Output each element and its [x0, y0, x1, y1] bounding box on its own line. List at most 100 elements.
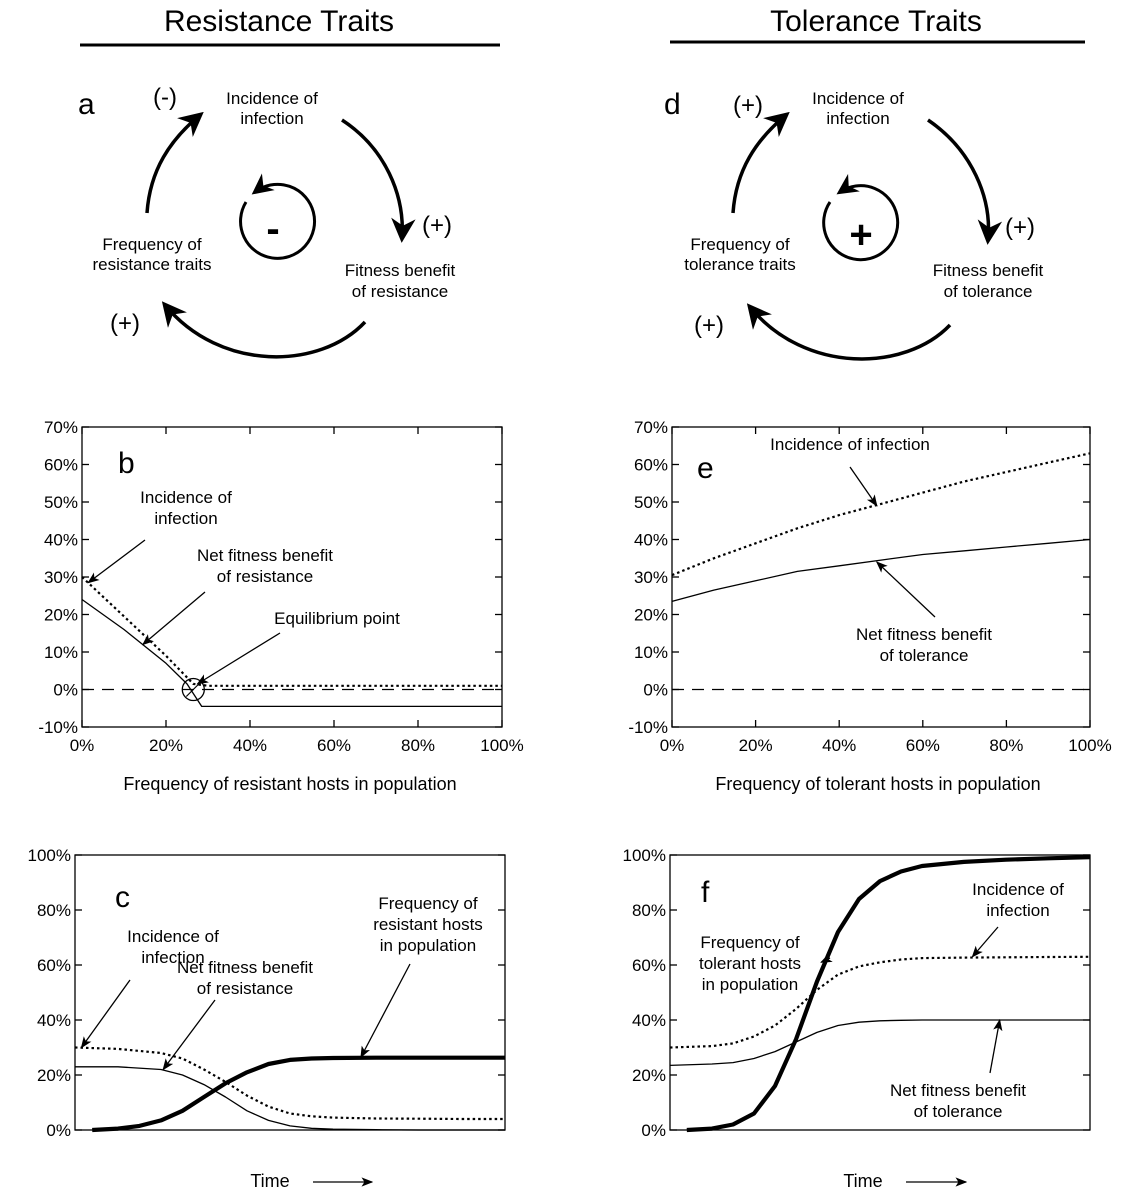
x-tick-label: 20%	[149, 736, 183, 755]
x-axis-label: Time	[250, 1171, 289, 1191]
annotation-text: Incidence of	[127, 927, 219, 946]
header-tolerance: Tolerance Traits	[770, 5, 982, 38]
y-tick-label: 60%	[634, 456, 668, 475]
series-line-solid	[81, 598, 502, 708]
y-tick-label: 0%	[53, 681, 78, 700]
series-line-dotted	[74, 1046, 505, 1121]
annotation-text: Incidence of	[972, 880, 1064, 899]
panel-letter-e: e	[697, 452, 714, 485]
x-axis-label: Time	[843, 1171, 882, 1191]
annotation-text: Net fitness benefit	[177, 958, 313, 977]
loop-a-node-left-line1: Frequency of	[102, 235, 201, 254]
x-tick-label: 20%	[739, 736, 773, 755]
annotation-text: Frequency of	[378, 894, 477, 913]
loop-d-center-sign: +	[849, 213, 872, 257]
annotation-text: tolerant hosts	[699, 954, 801, 973]
annotation-text: in population	[380, 936, 476, 955]
chart-panel-c: 0% 20% 40% 60% 80% 100% c Time Incidence of infec…	[28, 846, 506, 1191]
loop-diagram-d: d (+) Incidence of infection (+) Fitness…	[664, 88, 1044, 361]
y-tick-label: 80%	[37, 901, 71, 920]
loop-d-arrow-left	[746, 303, 952, 361]
annotation-text: Net fitness benefit	[856, 625, 992, 644]
y-tick-label: 60%	[44, 456, 78, 475]
annotation-arrow	[875, 561, 936, 618]
x-tick-label: 60%	[317, 736, 351, 755]
annotation-arrow	[87, 539, 146, 584]
loop-d-node-right-line2: of tolerance	[944, 282, 1033, 301]
x-tick-label: 40%	[822, 736, 856, 755]
y-tick-label: 10%	[44, 643, 78, 662]
y-tick-label: 20%	[632, 1066, 666, 1085]
loop-d-node-left-line1: Frequency of	[690, 235, 789, 254]
y-tick-label: 40%	[632, 1011, 666, 1030]
x-axis-label: Frequency of tolerant hosts in populatio…	[715, 774, 1040, 794]
x-axis-label: Frequency of resistant hosts in populati…	[123, 774, 456, 794]
series-line-solid	[671, 538, 1091, 603]
loop-d-inner-cycle-arrow	[822, 173, 900, 262]
annotation-arrow	[849, 466, 878, 507]
series-line-thick	[686, 855, 1091, 1133]
y-tick-label: 10%	[634, 643, 668, 662]
plot-frame-f	[669, 854, 1091, 1131]
annotation-arrow	[142, 591, 206, 646]
y-tick-label: 50%	[44, 493, 78, 512]
annotation-text: Frequency of	[700, 933, 799, 952]
annotation-text: of resistance	[197, 979, 293, 998]
panel-letter-a: a	[78, 88, 95, 121]
x-tick-label: 60%	[906, 736, 940, 755]
panel-letter-b: b	[118, 447, 135, 480]
y-tick-label: 40%	[37, 1011, 71, 1030]
annotation-arrow	[162, 999, 216, 1071]
loop-a-node-top-line2: infection	[240, 109, 303, 128]
annotation-text: in population	[702, 975, 798, 994]
equilibrium-marker	[181, 677, 205, 702]
loop-d-sign-left: (+)	[694, 312, 724, 339]
y-tick-label: 60%	[632, 956, 666, 975]
annotation-text: infection	[154, 509, 217, 528]
x-tick-label: 0%	[660, 736, 685, 755]
y-tick-label: 70%	[44, 418, 78, 437]
loop-d-sign-right: (+)	[1005, 214, 1035, 241]
annotation-text: Equilibrium point	[274, 609, 400, 628]
annotation-arrow	[989, 1018, 1003, 1074]
loop-a-node-top-line1: Incidence of	[226, 89, 318, 108]
header-resistance: Resistance Traits	[164, 5, 394, 38]
y-tick-label: 60%	[37, 956, 71, 975]
loop-d-arrow-up	[731, 111, 790, 214]
loop-a-arrow-up	[145, 111, 204, 214]
y-tick-label: 100%	[623, 846, 666, 865]
y-tick-label: 30%	[634, 568, 668, 587]
y-tick-label: 0%	[641, 1121, 666, 1140]
y-tick-label: 40%	[634, 531, 668, 550]
loop-d-arrow-down	[927, 118, 1003, 245]
loop-a-inner-cycle-arrow	[239, 173, 316, 260]
annotation-text: resistant hosts	[373, 915, 483, 934]
panel-letter-c: c	[115, 881, 130, 914]
annotation-text: infection	[141, 948, 204, 967]
y-tick-label: 20%	[44, 606, 78, 625]
loop-a-arrow-left	[161, 301, 367, 359]
x-tick-label: 80%	[989, 736, 1023, 755]
plot-frame-c	[74, 854, 506, 1131]
annotation-arrow	[360, 963, 411, 1059]
loop-a-sign-top: (-)	[153, 84, 177, 111]
x-tick-label: 40%	[233, 736, 267, 755]
annotation-arrow	[971, 926, 999, 958]
annotation-text: Net fitness benefit	[890, 1081, 1026, 1100]
y-tick-label: 0%	[643, 681, 668, 700]
annotation-text: Net fitness benefit	[197, 546, 333, 565]
plot-frame-e	[671, 426, 1091, 728]
y-tick-label: 20%	[634, 606, 668, 625]
loop-d-node-right-line1: Fitness benefit	[933, 261, 1044, 280]
loop-a-node-right-line1: Fitness benefit	[345, 261, 456, 280]
series-line-solid	[669, 1019, 1090, 1067]
annotation-arrow	[80, 979, 131, 1049]
loop-a-center-sign: -	[266, 207, 279, 251]
loop-a-sign-right: (+)	[422, 212, 452, 239]
x-tick-label: 100%	[1068, 736, 1111, 755]
annotation-text: Incidence of infection	[770, 435, 930, 454]
series-line-dotted	[81, 576, 502, 687]
y-tick-label: 50%	[634, 493, 668, 512]
loop-d-node-left-line2: tolerance traits	[684, 255, 796, 274]
